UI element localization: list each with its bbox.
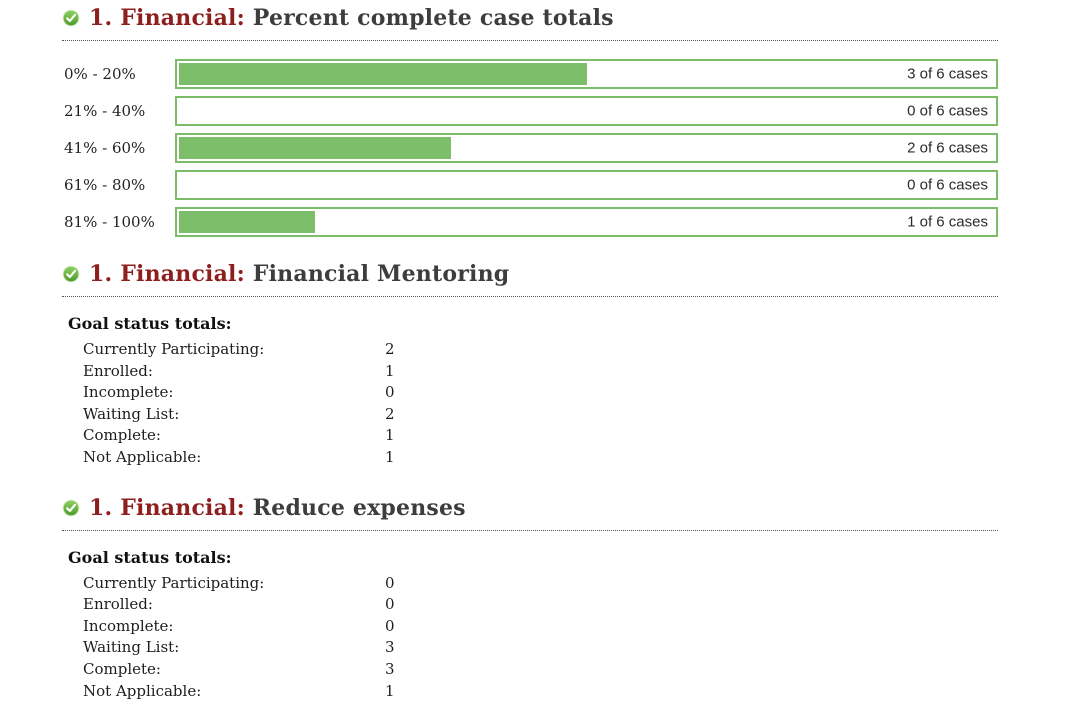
goal-item: Enrolled: 0: [83, 594, 998, 616]
bar-track: 0 of 6 cases: [175, 170, 998, 200]
section-percent-complete: 1. Financial: Percent complete case tota…: [62, 5, 998, 237]
section-title-prefix: 1. Financial:: [89, 494, 245, 521]
category-label: 41% - 60%: [64, 139, 146, 157]
section-financial-mentoring: 1. Financial: Financial Mentoring Goal s…: [62, 261, 998, 469]
bar-track: 3 of 6 cases: [175, 59, 998, 89]
goal-item-label: Currently Participating:: [83, 573, 265, 592]
chart-row: 41% - 60% 2 of 6 cases: [62, 133, 998, 163]
category-label: 21% - 40%: [64, 102, 146, 120]
goal-item-value: 0: [385, 595, 395, 614]
category-label: 61% - 80%: [64, 176, 146, 194]
goal-item-label: Incomplete:: [83, 383, 174, 402]
section-title-prefix: 1. Financial:: [89, 5, 245, 31]
goal-item-label: Complete:: [83, 426, 161, 445]
bar-fill: [179, 137, 451, 159]
category-label: 81% - 100%: [64, 213, 155, 231]
goal-item-value: 2: [385, 404, 395, 423]
goal-item-value: 1: [385, 681, 395, 700]
goal-item: Enrolled: 1: [83, 361, 998, 383]
category-label: 0% - 20%: [64, 65, 136, 83]
goal-item-value: 0: [385, 383, 395, 402]
goal-item: Currently Participating: 2: [83, 339, 998, 361]
goal-item-label: Complete:: [83, 659, 161, 678]
report-page: 1. Financial: Percent complete case tota…: [62, 0, 998, 702]
goal-item-value: 3: [385, 659, 395, 678]
bar-track: 0 of 6 cases: [175, 96, 998, 126]
goal-item-label: Waiting List:: [83, 638, 180, 657]
section-title-text: Reduce expenses: [252, 494, 466, 521]
goal-item-value: 3: [385, 638, 395, 657]
goal-item-value: 2: [385, 340, 395, 358]
check-circle-icon: [62, 9, 80, 27]
goal-item: Waiting List: 3: [83, 637, 998, 659]
section-title: 1. Financial: Reduce expenses: [89, 495, 466, 521]
goal-item: Waiting List: 2: [83, 404, 998, 426]
bar-count-label: 0 of 6 cases: [907, 176, 988, 194]
percent-complete-bar-chart: 0% - 20% 3 of 6 cases 21% - 40% 0 of 6 c…: [62, 59, 998, 237]
bar-count-label: 0 of 6 cases: [907, 102, 988, 120]
section-title-text: Percent complete case totals: [252, 5, 614, 31]
section-title: 1. Financial: Percent complete case tota…: [89, 5, 614, 31]
section-header: 1. Financial: Financial Mentoring: [62, 261, 998, 297]
chart-row: 81% - 100% 1 of 6 cases: [62, 207, 998, 237]
goal-item-label: Not Applicable:: [83, 447, 202, 466]
chart-row: 21% - 40% 0 of 6 cases: [62, 96, 998, 126]
bar-track: 1 of 6 cases: [175, 207, 998, 237]
bar-track: 2 of 6 cases: [175, 133, 998, 163]
goal-item-value: 1: [385, 361, 395, 380]
goal-item-label: Enrolled:: [83, 595, 153, 614]
bar-count-label: 2 of 6 cases: [907, 139, 988, 157]
goal-item: Incomplete: 0: [83, 382, 998, 404]
goal-item-label: Enrolled:: [83, 361, 153, 380]
goal-item-label: Incomplete:: [83, 616, 174, 635]
section-title: 1. Financial: Financial Mentoring: [89, 261, 509, 287]
goal-totals-heading: Goal status totals:: [68, 547, 232, 567]
goal-item: Complete: 1: [83, 425, 998, 447]
goal-item-value: 1: [385, 447, 395, 466]
goal-item-value: 0: [385, 573, 395, 592]
section-title-text: Financial Mentoring: [252, 261, 510, 287]
goal-totals-heading: Goal status totals:: [68, 314, 232, 333]
section-reduce-expenses: 1. Financial: Reduce expenses Goal statu…: [62, 495, 998, 702]
check-circle-icon: [62, 265, 80, 283]
chart-row: 0% - 20% 3 of 6 cases: [62, 59, 998, 89]
goal-item-label: Not Applicable:: [83, 681, 202, 700]
section-title-prefix: 1. Financial:: [89, 261, 245, 287]
goal-item-label: Currently Participating:: [83, 340, 265, 358]
goal-item: Complete: 3: [83, 659, 998, 681]
goal-item: Incomplete: 0: [83, 616, 998, 638]
bar-count-label: 3 of 6 cases: [907, 65, 988, 83]
section-header: 1. Financial: Reduce expenses: [62, 495, 998, 531]
goal-item-value: 0: [385, 616, 395, 635]
goal-item: Not Applicable: 1: [83, 681, 998, 702]
bar-fill: [179, 211, 315, 233]
section-header: 1. Financial: Percent complete case tota…: [62, 5, 998, 41]
goal-status-totals: Goal status totals: Currently Participat…: [62, 314, 998, 469]
check-circle-icon: [62, 499, 80, 516]
goal-item-label: Waiting List:: [83, 404, 180, 423]
goal-item: Currently Participating: 0: [83, 573, 998, 595]
chart-row: 61% - 80% 0 of 6 cases: [62, 170, 998, 200]
goal-item: Not Applicable: 1: [83, 447, 998, 469]
bar-fill: [179, 63, 587, 85]
bar-count-label: 1 of 6 cases: [907, 213, 988, 231]
goal-status-totals: Goal status totals: Currently Participat…: [62, 548, 998, 702]
goal-item-value: 1: [385, 426, 395, 445]
